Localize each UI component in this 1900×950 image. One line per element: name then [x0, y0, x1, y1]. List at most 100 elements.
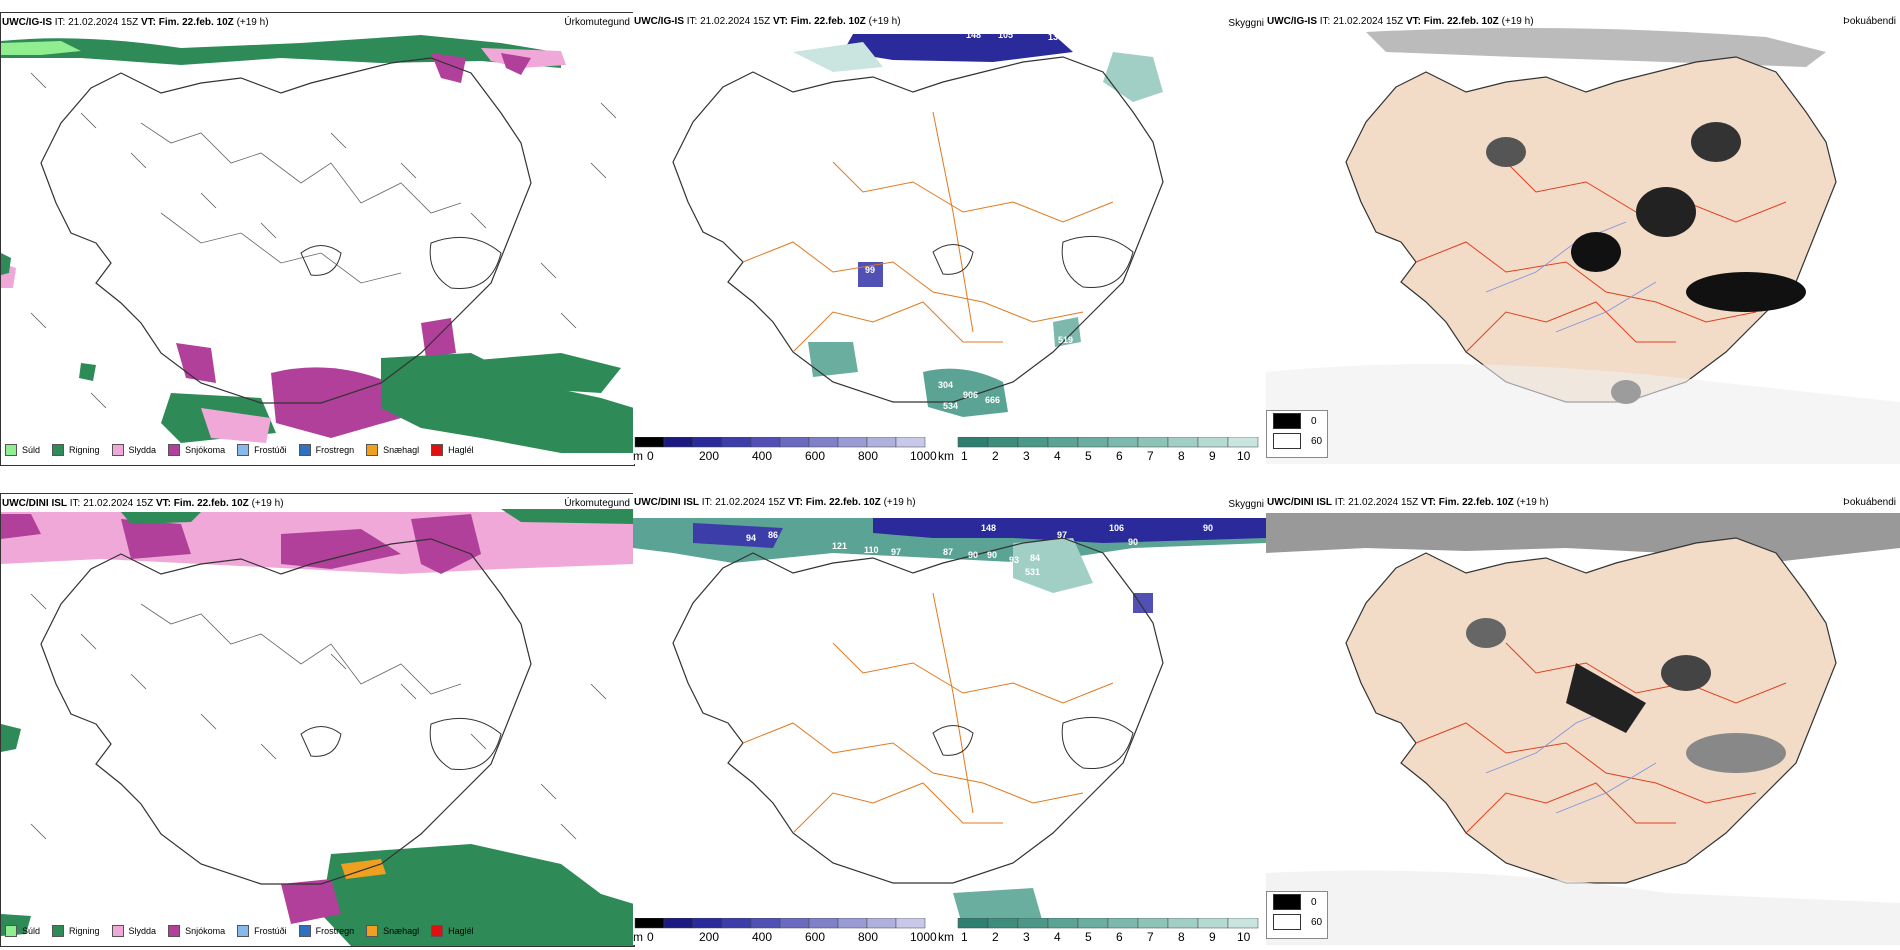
- scale-swatch: [779, 437, 810, 448]
- panel-title: Þokuábendi: [1843, 497, 1896, 508]
- scale-swatch: [987, 437, 1019, 448]
- vis-label: 666: [985, 395, 1001, 405]
- scale-swatch: [1197, 437, 1229, 448]
- scale-swatch: [721, 437, 752, 448]
- legend-swatch: [52, 925, 65, 937]
- panel-title: Skyggni: [1228, 499, 1264, 510]
- legend-swatch: [5, 925, 17, 937]
- vis-label: 906: [963, 390, 979, 400]
- precip-type-panel-bottom: UWC/DINI ISL IT: 21.02.2024 15Z VT: Fim.…: [0, 493, 635, 947]
- panel-header: UWC/IG-IS IT: 21.02.2024 15Z VT: Fim. 22…: [1267, 16, 1534, 27]
- legend-swatch: [298, 444, 311, 456]
- scale-swatch: [837, 918, 868, 929]
- m-tick: 0: [647, 449, 654, 463]
- scale-swatch: [1047, 437, 1079, 448]
- km-unit: km: [938, 930, 954, 944]
- fog-legend-row: 60: [1273, 431, 1327, 451]
- legend-swatch: [298, 925, 311, 937]
- legend-swatch: [237, 925, 250, 937]
- fog-map: [1266, 513, 1900, 945]
- km-tick: 2: [992, 449, 999, 463]
- precip-type-panel-top: UWC/IG-IS IT: 21.02.2024 15Z VT: Fim. 22…: [0, 12, 635, 466]
- vis-label: 87: [943, 547, 954, 557]
- fog-panel-bottom: UWC/DINI ISL IT: 21.02.2024 15Z VT: Fim.…: [1266, 493, 1900, 945]
- legend-item: Slydda: [111, 444, 156, 456]
- m-tick: 800: [858, 449, 879, 463]
- m-tick: 0: [647, 930, 654, 944]
- scale-swatch: [895, 437, 926, 448]
- fog-swatch: [1273, 413, 1301, 429]
- km-tick: 9: [1209, 449, 1216, 463]
- visibility-scale-bar: [634, 918, 1259, 929]
- legend-swatch: [237, 444, 250, 456]
- scale-swatch: [1227, 437, 1259, 448]
- scale-swatch: [1107, 437, 1139, 448]
- scale-swatch: [866, 437, 897, 448]
- legend-item: Snæhagl: [366, 444, 419, 456]
- scale-swatch: [808, 437, 839, 448]
- fog-legend: 0 60: [1266, 891, 1328, 939]
- legend-swatch: [168, 925, 181, 937]
- fog-legend-row: 60: [1273, 912, 1327, 932]
- vis-label: 90: [987, 550, 998, 560]
- legend-swatch: [168, 444, 181, 456]
- vis-label: 148: [981, 523, 997, 533]
- legend-item: Slydda: [111, 925, 156, 937]
- scale-swatch: [750, 918, 781, 929]
- panel-header: UWC/DINI ISL IT: 21.02.2024 15Z VT: Fim.…: [2, 498, 284, 509]
- visibility-scale-bar: [634, 437, 1259, 448]
- scale-swatch: [987, 918, 1019, 929]
- precip-legend: Súld Rigning Slydda Snjókoma Frostúði Fr…: [5, 922, 486, 940]
- scale-swatch: [692, 437, 723, 448]
- panel-title: Úrkomutegund: [564, 498, 630, 509]
- legend-item: Haglél: [431, 925, 474, 937]
- panel-title: Skyggni: [1228, 18, 1264, 29]
- vis-label: 139: [1048, 32, 1064, 42]
- m-tick: 400: [752, 449, 773, 463]
- panel-title: Úrkomutegund: [564, 17, 630, 28]
- fog-map: [1266, 28, 1900, 464]
- km-tick: 6: [1116, 449, 1123, 463]
- legend-item: Rigning: [52, 444, 100, 456]
- legend-item: Rigning: [52, 925, 100, 937]
- legend-item: Haglél: [431, 444, 474, 456]
- m-unit: m: [633, 930, 643, 944]
- scale-swatch: [663, 437, 694, 448]
- vis-label: 110: [864, 545, 879, 555]
- scale-swatch: [663, 918, 694, 929]
- km-tick: 4: [1054, 930, 1061, 944]
- precip-legend: Súld Rigning Slydda Snjókoma Frostúði Fr…: [5, 441, 486, 459]
- precip-map: [1, 35, 634, 453]
- m-tick: 400: [752, 930, 773, 944]
- scale-swatch: [808, 918, 839, 929]
- vis-label: 105: [998, 30, 1014, 40]
- legend-item: Frostregn: [298, 925, 354, 937]
- legend-item: Frostregn: [298, 444, 354, 456]
- m-tick: 200: [699, 930, 720, 944]
- legend-swatch: [366, 444, 379, 456]
- vis-label: 86: [768, 530, 779, 540]
- panel-header: UWC/IG-IS IT: 21.02.2024 15Z VT: Fim. 22…: [2, 17, 269, 28]
- scale-swatch: [1197, 918, 1229, 929]
- scale-swatch: [1077, 437, 1109, 448]
- visibility-scale: m 0 200 400 600 800 1000 km 1 2 3 4 5 6 …: [633, 916, 1266, 945]
- scale-swatch: [779, 918, 810, 929]
- scale-swatch: [1167, 918, 1199, 929]
- legend-item: Snjókoma: [168, 444, 225, 456]
- m-tick: 200: [699, 449, 720, 463]
- legend-item: Súld: [5, 925, 40, 937]
- km-tick: 5: [1085, 449, 1092, 463]
- visibility-map: [672, 34, 1164, 417]
- km-tick: 10: [1237, 449, 1251, 463]
- km-tick: 7: [1147, 930, 1154, 944]
- fog-legend: 0 60: [1266, 410, 1328, 458]
- scale-swatch: [721, 918, 752, 929]
- visibility-panel-bottom: UWC/DINI ISL IT: 21.02.2024 15Z VT: Fim.…: [633, 493, 1266, 945]
- fog-swatch: [1273, 894, 1301, 910]
- vis-label: 90: [1128, 537, 1139, 547]
- legend-swatch: [366, 925, 379, 937]
- km-tick: 1: [961, 930, 968, 944]
- fog-legend-row: 0: [1273, 892, 1327, 912]
- panel-title: Þokuábendi: [1843, 16, 1896, 27]
- scale-swatch: [957, 918, 989, 929]
